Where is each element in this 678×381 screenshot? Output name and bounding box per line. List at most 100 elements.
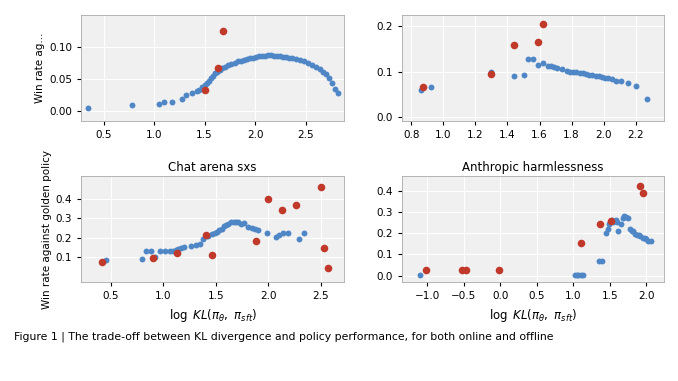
Point — [262, 231, 273, 237]
Point — [273, 232, 284, 239]
Point — [590, 73, 601, 79]
Point — [607, 217, 618, 223]
Point — [149, 254, 160, 260]
Point — [518, 72, 529, 78]
Point — [637, 235, 648, 241]
Point — [323, 266, 334, 272]
Point — [601, 230, 612, 236]
Point — [294, 236, 304, 242]
Point — [185, 243, 196, 249]
Point — [575, 240, 586, 246]
Point — [271, 234, 281, 240]
Point — [417, 84, 428, 90]
Point — [570, 272, 580, 278]
Point — [159, 99, 170, 105]
Point — [233, 219, 243, 225]
Point — [137, 256, 148, 262]
Point — [196, 84, 207, 90]
Point — [290, 202, 301, 208]
Point — [603, 221, 614, 227]
Point — [622, 215, 633, 221]
Point — [206, 251, 217, 258]
Point — [164, 248, 175, 254]
Point — [203, 233, 214, 239]
Point — [195, 241, 205, 247]
Point — [612, 219, 622, 225]
Point — [532, 62, 543, 68]
Point — [330, 86, 340, 92]
Point — [542, 63, 553, 69]
Point — [218, 28, 228, 34]
Point — [323, 75, 334, 81]
Point — [167, 248, 178, 254]
Point — [508, 73, 519, 79]
Point — [272, 53, 283, 59]
Point — [221, 222, 232, 228]
Point — [206, 231, 217, 237]
Point — [638, 190, 649, 197]
Point — [100, 257, 111, 263]
Point — [212, 69, 222, 75]
X-axis label: $\log\ \mathit{KL}(\pi_\theta,\ \pi_{sft})$: $\log\ \mathit{KL}(\pi_\theta,\ \pi_{sft… — [489, 307, 577, 323]
Point — [277, 207, 287, 213]
Point — [207, 72, 218, 78]
Point — [284, 54, 295, 61]
Point — [229, 60, 240, 66]
Point — [575, 272, 586, 278]
Point — [198, 236, 209, 242]
Point — [241, 56, 252, 62]
Point — [306, 62, 317, 68]
Point — [319, 245, 330, 251]
Point — [294, 57, 305, 63]
Point — [302, 60, 313, 66]
Point — [600, 75, 611, 81]
Point — [250, 238, 261, 244]
Point — [460, 267, 471, 273]
Point — [315, 66, 325, 72]
Point — [610, 217, 621, 223]
Point — [187, 90, 198, 96]
Point — [220, 64, 231, 70]
Point — [494, 267, 504, 273]
Point — [177, 96, 188, 102]
Point — [620, 214, 631, 220]
Point — [597, 74, 607, 80]
Point — [266, 52, 277, 58]
Point — [602, 226, 613, 232]
Point — [613, 228, 624, 234]
Point — [593, 258, 604, 264]
Point — [269, 53, 280, 59]
Point — [83, 105, 94, 111]
Point — [278, 54, 289, 60]
Point — [643, 238, 654, 244]
Point — [619, 213, 630, 219]
Point — [236, 221, 247, 227]
Point — [608, 219, 619, 225]
Point — [235, 58, 246, 64]
Point — [154, 101, 165, 107]
Point — [618, 215, 629, 221]
Point — [290, 56, 301, 62]
Point — [605, 219, 616, 225]
Point — [176, 245, 186, 251]
Point — [615, 221, 626, 227]
Point — [216, 66, 227, 72]
Point — [572, 272, 582, 278]
Point — [243, 224, 254, 230]
Point — [210, 70, 220, 76]
Point — [624, 226, 635, 232]
Text: Figure 1 | The trade-off between KL divergence and policy performance, for both : Figure 1 | The trade-off between KL dive… — [14, 331, 553, 342]
Point — [214, 227, 224, 233]
Point — [645, 238, 656, 244]
Point — [239, 57, 250, 63]
Point — [616, 78, 626, 85]
Point — [233, 58, 243, 64]
Point — [457, 267, 468, 273]
Point — [179, 244, 190, 250]
Point — [193, 86, 204, 93]
Point — [223, 221, 234, 227]
Point — [597, 258, 608, 264]
Point — [605, 218, 616, 224]
Point — [191, 242, 201, 248]
Point — [191, 88, 202, 94]
